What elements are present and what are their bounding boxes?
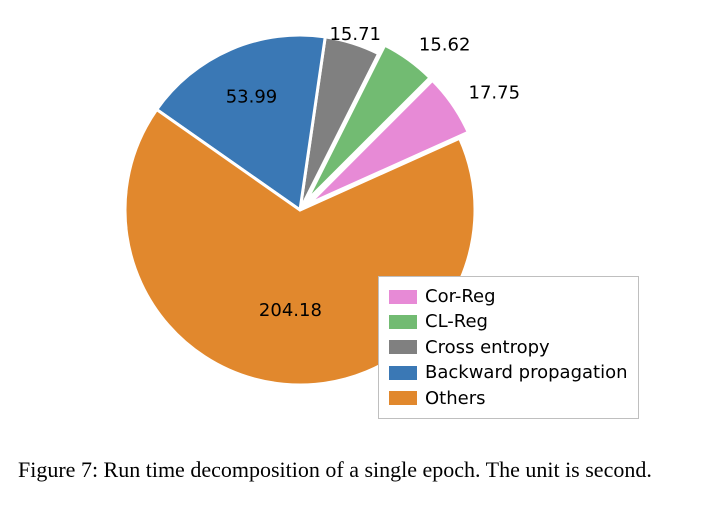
legend-row: CL-Reg <box>389 310 628 333</box>
legend-swatch <box>389 290 417 304</box>
pie-slice-label: 15.71 <box>329 24 381 45</box>
legend-swatch <box>389 366 417 380</box>
legend-swatch <box>389 340 417 354</box>
legend-label: Backward propagation <box>425 361 628 384</box>
legend-row: Others <box>389 387 628 410</box>
legend-swatch <box>389 315 417 329</box>
legend-label: Others <box>425 387 486 410</box>
legend-label: Cor-Reg <box>425 285 496 308</box>
legend-label: Cross entropy <box>425 336 550 359</box>
pie-slice-label: 53.99 <box>226 87 278 108</box>
pie-slice-label: 17.75 <box>469 83 521 104</box>
legend-swatch <box>389 391 417 405</box>
legend-row: Cor-Reg <box>389 285 628 308</box>
pie-slice-label: 15.62 <box>419 34 471 55</box>
legend-row: Backward propagation <box>389 361 628 384</box>
figure-caption: Figure 7: Run time decomposition of a si… <box>0 456 716 484</box>
chart-legend: Cor-RegCL-Reg Cross entropyBackward propa… <box>378 276 639 419</box>
legend-label: CL-Reg <box>425 310 488 333</box>
legend-row: Cross entropy <box>389 336 628 359</box>
pie-slice-label: 204.18 <box>259 300 322 321</box>
pie-chart-container: 17.75 15.62 15.71 53.99 204.18 Cor-RegCL-Reg… <box>0 0 716 450</box>
